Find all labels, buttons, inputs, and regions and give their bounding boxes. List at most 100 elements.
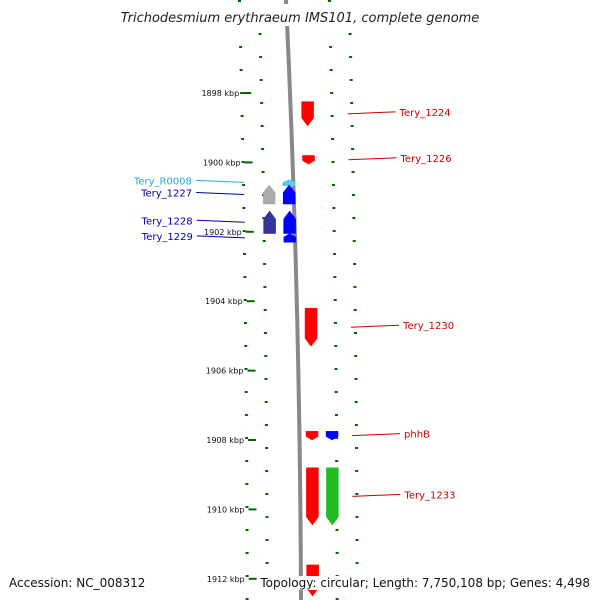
ring-inner-dot — [334, 368, 338, 370]
label-leader-line — [352, 493, 401, 497]
ring-inner-dot — [353, 263, 357, 265]
ring-outer-dot — [265, 447, 269, 449]
ring-inner-dot — [333, 299, 337, 301]
gene-arrow-Tery_1233 — [306, 467, 319, 526]
gene-arrow-unlabeled — [262, 184, 276, 205]
ring-inner-dot — [331, 138, 335, 140]
ring-inner-dot — [355, 562, 359, 564]
ring-outer-dot — [259, 79, 263, 81]
ring-inner-dot — [349, 56, 353, 58]
ring-inner-dot — [348, 33, 352, 35]
ring-inner-dot — [351, 171, 355, 173]
ring-inner-dot — [355, 539, 359, 541]
ring-outer-dot — [261, 148, 265, 150]
ring-inner-dot — [333, 276, 337, 278]
gene-label-Tery_1226: Tery_1226 — [400, 154, 452, 165]
gene-arrow-unlabeled — [263, 210, 276, 234]
ring-inner-dot — [334, 414, 338, 416]
ruler-tick-label: 1908 kbp — [206, 436, 244, 445]
label-leader-line — [348, 157, 397, 161]
ruler-tick-label: 1906 kbp — [206, 367, 244, 376]
ring-inner-dot — [334, 391, 338, 393]
genome-stats-text: Topology: circular; Length: 7,750,108 bp… — [260, 576, 590, 590]
label-leader-line — [351, 324, 400, 328]
ring-inner-dot — [350, 102, 354, 104]
ring-outer-dot — [262, 217, 266, 219]
label-leader-line — [196, 191, 245, 195]
ring-outer-dot — [242, 207, 246, 209]
gene-arrow-unlabeled — [326, 467, 339, 526]
ring-inner-dot — [333, 253, 337, 255]
ring-inner-dot — [355, 516, 359, 518]
ring-outer-dot — [245, 506, 249, 508]
ring-outer-dot — [243, 276, 247, 278]
ring-outer-dot — [241, 161, 245, 163]
ring-outer-dot — [245, 529, 249, 531]
gene-arrow-unlabeled — [325, 431, 339, 441]
gene-arrow-Tery_1226 — [302, 155, 315, 165]
ring-inner-dot — [335, 460, 339, 462]
ring-inner-dot — [349, 79, 353, 81]
ring-inner-dot — [334, 345, 338, 347]
ruler-tick-label: 1904 kbp — [205, 297, 243, 306]
gene-label-phhB: phhB — [404, 430, 430, 441]
ring-outer-dot — [265, 562, 269, 564]
title-background — [90, 4, 510, 26]
ring-inner-dot — [329, 69, 333, 71]
ring-inner-dot — [335, 529, 339, 531]
ring-outer-dot — [265, 470, 269, 472]
ring-inner-dot — [355, 447, 359, 449]
ring-inner-dot — [330, 115, 334, 117]
ring-outer-dot — [264, 401, 268, 403]
ring-outer-dot — [241, 138, 245, 140]
ring-outer-dot — [244, 368, 248, 370]
ring-inner-dot — [332, 230, 336, 232]
ring-inner-dot — [354, 355, 358, 357]
ring-inner-dot — [355, 493, 359, 495]
ring-inner-dot — [350, 125, 354, 127]
ring-outer-dot — [261, 171, 265, 173]
ring-outer-dot — [243, 322, 247, 324]
ring-outer-dot — [244, 391, 248, 393]
ring-outer-dot — [265, 493, 269, 495]
ring-outer-dot — [244, 345, 248, 347]
ring-outer-dot — [265, 516, 269, 518]
gene-arrow-Tery_1227 — [282, 184, 296, 205]
ring-inner-dot — [355, 470, 359, 472]
gene-label-Tery_1228: Tery_1228 — [141, 216, 193, 227]
ruler-tick-label: 1910 kbp — [207, 505, 245, 514]
ring-inner-dot — [352, 217, 356, 219]
ring-outer-dot — [242, 230, 246, 232]
ring-outer-dot — [244, 414, 248, 416]
ring-outer-dot — [264, 355, 268, 357]
ruler-tick-label: 1898 kbp — [201, 89, 239, 98]
ring-inner-dot — [353, 286, 357, 288]
map-title: Trichodesmium erythraeum IMS101, complet… — [121, 11, 480, 26]
ring-outer-dot — [263, 286, 267, 288]
accession-text: Accession: NC_008312 — [9, 576, 146, 590]
ring-inner-dot — [329, 46, 333, 48]
dotted-rings — [238, 0, 359, 600]
ring-inner-dot — [353, 309, 357, 311]
ring-outer-dot — [245, 552, 249, 554]
ring-outer-dot — [265, 539, 269, 541]
gene-label-Tery_1233: Tery_1233 — [403, 490, 455, 501]
ring-inner-dot — [335, 598, 339, 600]
ruler-tick-label: 1912 kbp — [207, 575, 245, 584]
ring-outer-dot — [262, 240, 266, 242]
ring-inner-dot — [353, 332, 357, 334]
ring-outer-dot — [260, 125, 264, 127]
label-leader-line — [347, 111, 396, 115]
ring-inner-dot — [354, 378, 358, 380]
gene-label-Tery_1230: Tery_1230 — [402, 321, 454, 332]
ring-outer-dot — [245, 575, 249, 577]
gene-label-Tery_1224: Tery_1224 — [399, 108, 451, 119]
ring-outer-dot — [239, 69, 243, 71]
ring-inner-dot — [351, 194, 355, 196]
gene-arrow-Tery_1224 — [301, 101, 314, 127]
ring-inner-dot — [328, 0, 331, 2]
ring-outer-dot — [243, 253, 247, 255]
genome-backbone — [284, 0, 303, 600]
label-leader-line — [196, 235, 245, 239]
ring-inner-dot — [330, 92, 334, 94]
